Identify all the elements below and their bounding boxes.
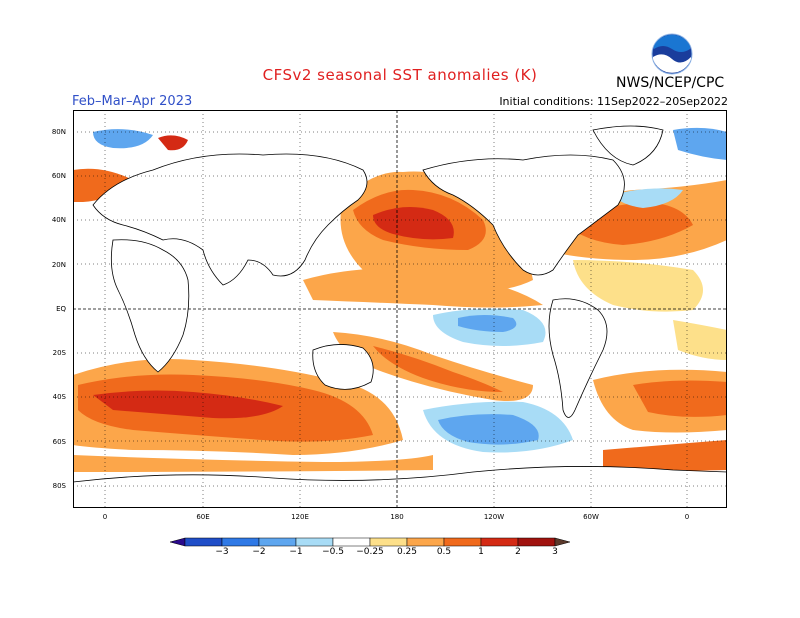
lon-label: 0: [684, 513, 690, 521]
colorbar: [170, 537, 571, 547]
colorbar-label: −1: [289, 547, 303, 557]
equator-dateline: [73, 110, 727, 508]
colorbar-label: −2: [252, 547, 266, 557]
colorbar-label: −0.5: [322, 547, 344, 557]
lat-label: 40S: [52, 393, 66, 401]
lat-label: 80N: [51, 128, 66, 136]
noaa-logo: [651, 33, 693, 75]
graticule: [73, 110, 727, 508]
colorbar-segment: [184, 537, 223, 547]
land-outlines: [73, 125, 727, 508]
colorbar-label: 3: [552, 547, 558, 557]
colorbar-segment: [258, 537, 297, 547]
colorbar-label: −3: [215, 547, 229, 557]
lon-label: 60E: [196, 513, 210, 521]
lat-label: 60N: [51, 172, 66, 180]
colorbar-segment: [443, 537, 482, 547]
lon-label: 60W: [583, 513, 599, 521]
colorbar-segment: [221, 537, 260, 547]
colorbar-segment: [170, 537, 186, 547]
lon-label: 120W: [483, 513, 505, 521]
colorbar-label: −0.25: [356, 547, 384, 557]
anomaly-fields: [73, 127, 727, 472]
chart-title: CFSv2 seasonal SST anomalies (K): [262, 66, 538, 84]
colorbar-label: 2: [515, 547, 521, 557]
colorbar-label: 0.25: [396, 547, 418, 557]
sst-anomaly-map: [73, 110, 727, 508]
colorbar-segment: [369, 537, 408, 547]
colorbar-segment: [554, 537, 571, 547]
initial-conditions: Initial conditions: 11Sep2022–20Sep2022: [499, 95, 728, 108]
lon-label: 0: [102, 513, 108, 521]
colorbar-segment: [295, 537, 334, 547]
lat-label: EQ: [56, 305, 66, 313]
agency-label: NWS/NCEP/CPC: [616, 75, 725, 91]
lat-label: 80S: [52, 482, 66, 490]
colorbar-segment: [517, 537, 556, 547]
colorbar-segment: [480, 537, 519, 547]
lat-label: 40N: [51, 216, 66, 224]
lat-label: 60S: [52, 438, 66, 446]
colorbar-segment: [406, 537, 445, 547]
colorbar-segment: [332, 537, 371, 547]
colorbar-label: 0.5: [436, 547, 452, 557]
lat-label: 20N: [51, 261, 66, 269]
lon-label: 120E: [291, 513, 309, 521]
forecast-period: Feb–Mar–Apr 2023: [72, 94, 193, 109]
lon-label: 180: [390, 513, 404, 521]
colorbar-label: 1: [478, 547, 484, 557]
lat-label: 20S: [52, 349, 66, 357]
